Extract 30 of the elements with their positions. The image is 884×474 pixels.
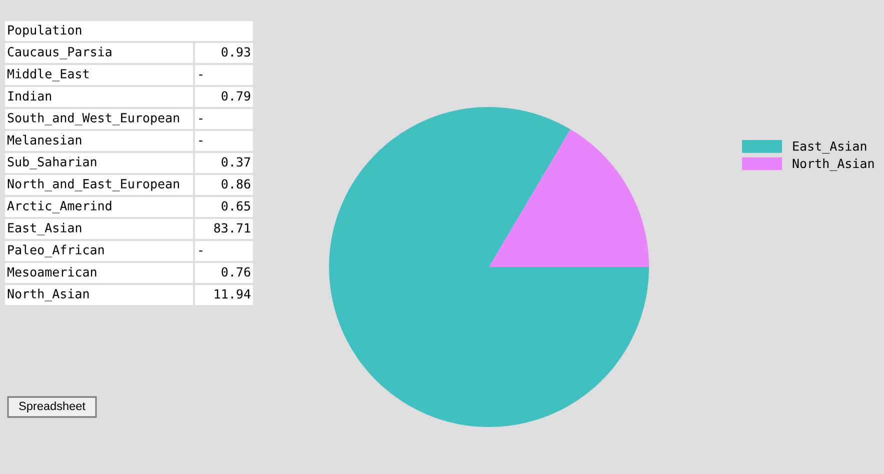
legend-label: East_Asian (793, 141, 866, 154)
text: 0.79 (222, 91, 250, 101)
category-label: Caucaus_Parsia (8, 46, 112, 60)
category-label: Indian (8, 90, 52, 101)
category-label: South_and_West_European (8, 112, 179, 126)
legend-label: North_Asian (792, 158, 874, 171)
pie-slice (329, 107, 649, 427)
category-label: North_Asian (8, 288, 89, 302)
text: - (199, 118, 202, 120)
text: Population (8, 24, 82, 38)
text: 0.65 (222, 201, 250, 211)
pie-slice (489, 129, 649, 267)
category-label: Arctic_Amerind (7, 200, 112, 214)
category-label: North_and_East_European (8, 178, 179, 192)
category-label: Middle_East (8, 68, 89, 82)
text: 83.71 (214, 223, 250, 233)
text: Spreadsheet (19, 401, 86, 413)
text: - (199, 140, 202, 142)
text: - (199, 74, 202, 76)
text: 0.37 (222, 157, 250, 167)
category-label: Melanesian (8, 134, 82, 145)
category-label: Paleo_African (8, 244, 104, 258)
text: 11.94 (214, 289, 250, 299)
text: 0.86 (222, 179, 250, 189)
text: 0.76 (222, 267, 250, 277)
category-label: Sub_Saharian (8, 156, 96, 170)
text: - (199, 250, 202, 252)
text: 0.93 (222, 47, 250, 57)
category-label: East_Asian (8, 222, 82, 236)
category-label: Mesoamerican (8, 266, 96, 277)
